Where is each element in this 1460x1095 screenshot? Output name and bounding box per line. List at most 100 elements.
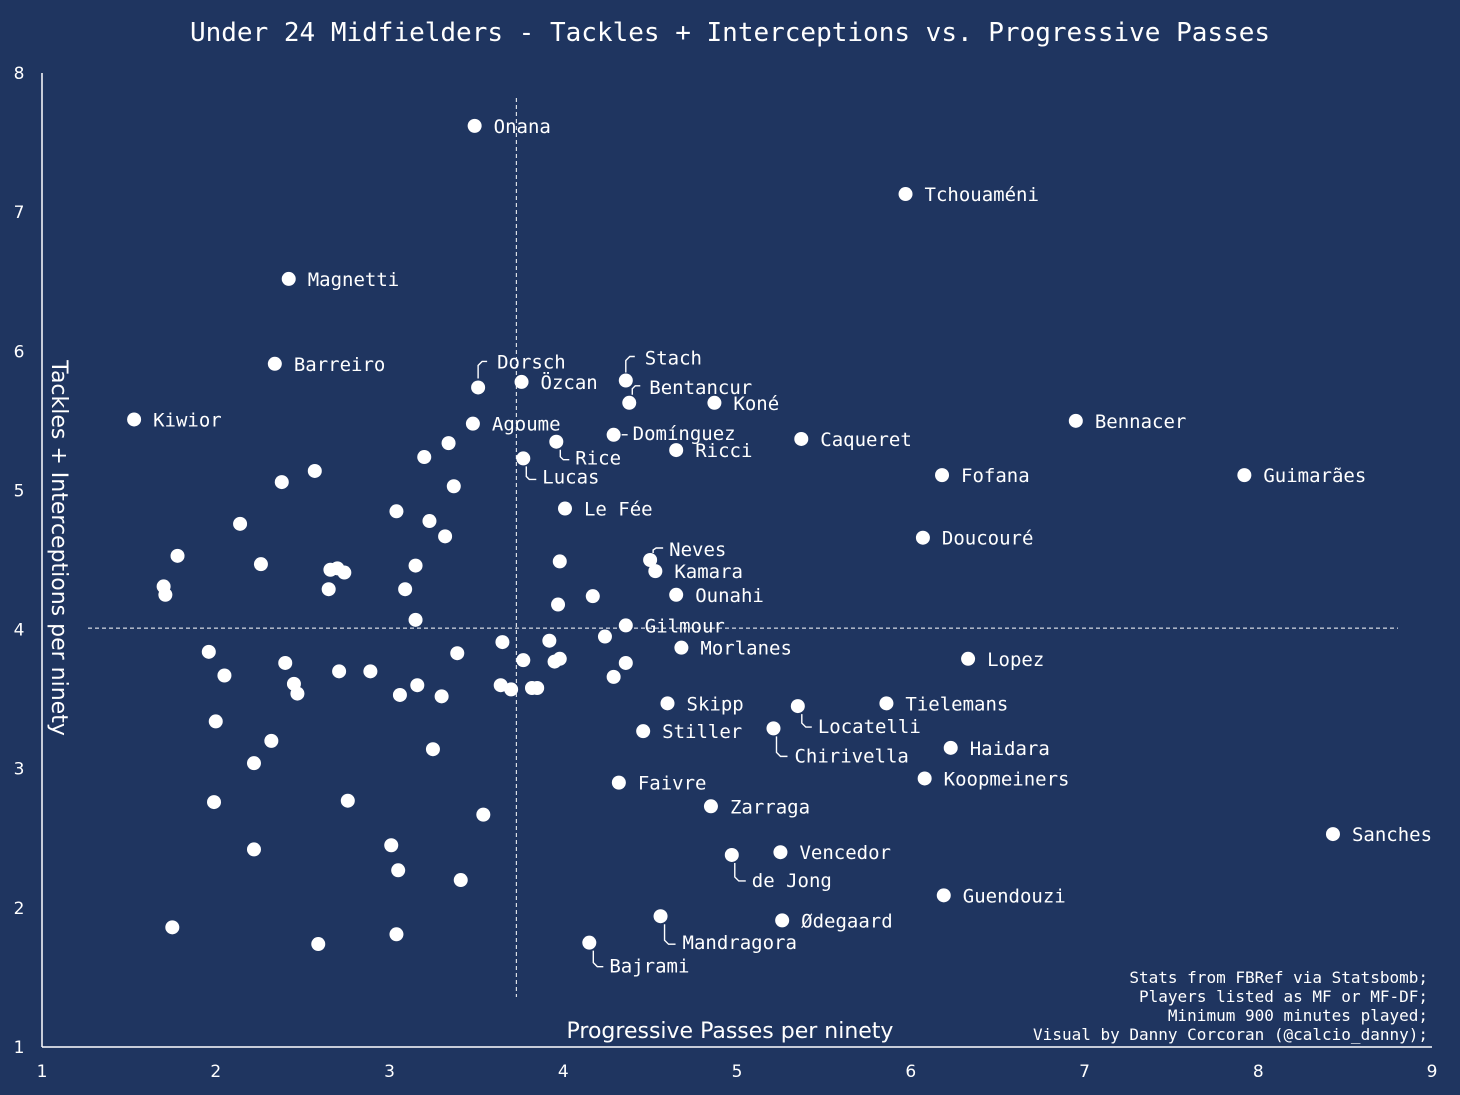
point-label: Gilmour [645, 615, 725, 637]
point-label: Özcan [541, 371, 598, 394]
data-point [552, 554, 567, 569]
data-point [936, 888, 951, 903]
data-point [417, 450, 432, 465]
data-point [246, 756, 261, 771]
data-point [207, 795, 222, 810]
data-point [465, 416, 480, 431]
data-point [392, 687, 407, 702]
point-label: Dorsch [497, 351, 566, 373]
data-point [446, 479, 461, 494]
data-point [332, 664, 347, 679]
point-label: Kamara [674, 561, 743, 583]
label-leader-line [801, 714, 812, 728]
point-label: Barreiro [294, 354, 386, 376]
point-label: Faivre [638, 773, 707, 795]
data-point [674, 640, 689, 655]
label-leader-lines [477, 355, 812, 968]
data-point [264, 733, 279, 748]
point-label: Bennacer [1095, 411, 1187, 433]
data-point [648, 564, 663, 579]
data-point [217, 668, 232, 683]
x-tick-label: 4 [558, 1062, 569, 1082]
data-point [253, 557, 268, 572]
point-label: de Jong [752, 870, 832, 892]
data-point [1237, 468, 1252, 483]
point-label: Zarraga [730, 796, 810, 818]
y-tick-labels: 1 2 3 4 5 6 7 8 [14, 64, 25, 1058]
data-point [384, 838, 399, 853]
point-label: Haidara [970, 738, 1050, 760]
x-tick-label: 6 [905, 1062, 916, 1082]
y-tick-label: 8 [14, 64, 25, 84]
data-point [321, 582, 336, 597]
data-point [597, 629, 612, 644]
x-tick-label: 3 [384, 1062, 395, 1082]
reference-lines [88, 98, 1398, 997]
point-label: Bentancur [649, 377, 752, 399]
data-point [434, 689, 449, 704]
point-label: Locatelli [818, 716, 921, 738]
point-label: Guendouzi [963, 885, 1066, 907]
data-point [794, 431, 809, 446]
data-point [127, 412, 142, 427]
data-point [1068, 413, 1083, 428]
point-label: Morlanes [700, 638, 792, 660]
label-leader-line [663, 924, 676, 945]
point-label: Domínguez [633, 423, 736, 445]
data-point [773, 845, 788, 860]
data-point [961, 651, 976, 666]
point-label: Rice [575, 448, 621, 470]
point-label: Tielemans [905, 693, 1008, 715]
data-point [450, 646, 465, 661]
point-label: Caqueret [820, 429, 912, 451]
x-tick-label: 2 [210, 1062, 221, 1082]
data-point [790, 699, 805, 714]
data-point [879, 696, 894, 711]
data-point [669, 443, 684, 458]
label-leader-line [775, 736, 788, 758]
x-tick-label: 8 [1253, 1062, 1264, 1082]
point-label: Koné [733, 393, 779, 415]
point-label: Ounahi [695, 585, 764, 607]
data-points [127, 118, 1340, 952]
data-point [703, 799, 718, 814]
data-point [622, 395, 637, 410]
point-label: Onana [494, 116, 551, 138]
y-tick-label: 6 [14, 342, 25, 362]
data-point [165, 920, 180, 935]
data-point [267, 356, 282, 371]
data-point [246, 842, 261, 857]
data-point [766, 721, 781, 736]
data-point [337, 565, 352, 580]
data-point [311, 937, 326, 952]
data-point [915, 530, 930, 545]
point-labels: Onana Tchouaméni Magnetti Barreiro DorschÖzc… [153, 116, 1432, 978]
label-leader-line [477, 360, 488, 379]
data-point [606, 669, 621, 684]
data-point [201, 644, 216, 659]
data-point [935, 468, 950, 483]
label-leader-line [625, 355, 635, 373]
data-point [585, 589, 600, 604]
point-label: Vencedor [799, 842, 891, 864]
data-point [643, 553, 658, 567]
y-tick-label: 4 [14, 621, 25, 641]
data-point [410, 678, 425, 693]
data-point [307, 463, 322, 478]
data-point [557, 501, 572, 516]
data-point [476, 807, 491, 822]
x-tick-label: 5 [732, 1062, 743, 1082]
data-point [660, 696, 675, 711]
footnote-line: Stats from FBRef via Statsbomb; [1129, 968, 1428, 987]
x-tick-label: 1 [37, 1062, 48, 1082]
point-label: Le Fée [584, 499, 653, 521]
data-point [653, 909, 668, 924]
data-point [495, 635, 510, 650]
label-leader-line [559, 449, 570, 461]
label-leader-line [592, 950, 604, 968]
data-point [389, 927, 404, 942]
footnote-line: Minimum 900 minutes played; [1168, 1006, 1428, 1025]
data-point [549, 434, 564, 449]
data-point [471, 380, 486, 395]
